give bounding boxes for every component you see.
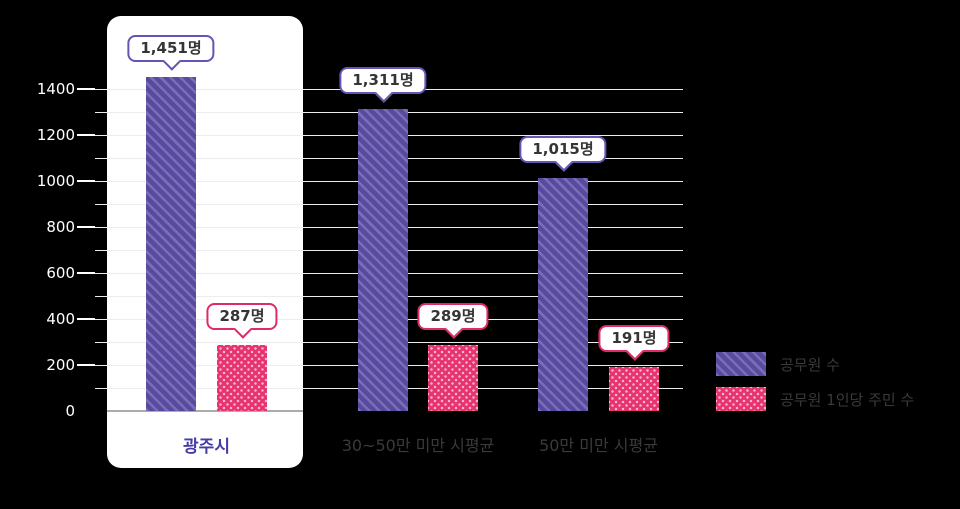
y-axis-tick-label: 1400 (36, 80, 75, 98)
y-axis-tick-label: 1200 (36, 126, 75, 144)
x-axis-baseline (107, 410, 303, 412)
y-axis-tick-mark (77, 272, 95, 274)
highlight-card (107, 16, 303, 468)
bar-residents-per-servant-1 (428, 345, 478, 411)
legend-item-0: 공무원 수 (716, 352, 914, 376)
category-label-2: 50만 미만 시평균 (539, 436, 658, 455)
category-label-0: 광주시 (183, 437, 230, 457)
y-axis-tick-mark (77, 318, 95, 320)
bar-civil-servants-0 (146, 77, 196, 411)
y-axis-tick-label: 400 (46, 310, 75, 328)
bar-residents-per-servant-0 (217, 345, 267, 411)
legend-swatch-diagonal-stripes (716, 352, 766, 376)
y-axis-tick-mark (77, 88, 95, 90)
legend-swatch-polka-dots (716, 387, 766, 411)
bar-civil-servants-1 (358, 109, 408, 411)
y-axis-tick-mark (77, 226, 95, 228)
legend-label: 공무원 수 (780, 355, 840, 374)
value-callout-bubble: 1,311명 (339, 67, 427, 94)
value-callout-bubble: 287명 (206, 303, 278, 330)
bar-residents-per-servant-2 (609, 367, 659, 411)
legend-label: 공무원 1인당 주민 수 (780, 390, 915, 409)
y-axis-tick-label: 200 (46, 356, 75, 374)
y-axis-tick-mark (77, 134, 95, 136)
y-axis-tick-label: 800 (46, 218, 75, 236)
y-axis-tick-label: 0 (65, 402, 75, 420)
y-axis-tick-label: 600 (46, 264, 75, 282)
y-axis-tick-label: 1000 (36, 172, 75, 190)
category-label-1: 30~50만 미만 시평균 (341, 436, 495, 455)
bar-civil-servants-2 (538, 178, 588, 411)
value-callout-bubble: 289명 (417, 303, 489, 330)
value-callout-bubble: 191명 (598, 325, 670, 352)
value-callout-bubble: 1,015명 (519, 136, 607, 163)
value-callout-bubble: 1,451명 (127, 35, 215, 62)
legend-item-1: 공무원 1인당 주민 수 (716, 387, 914, 411)
y-axis-tick-mark (77, 364, 95, 366)
y-axis-tick-mark (77, 180, 95, 182)
